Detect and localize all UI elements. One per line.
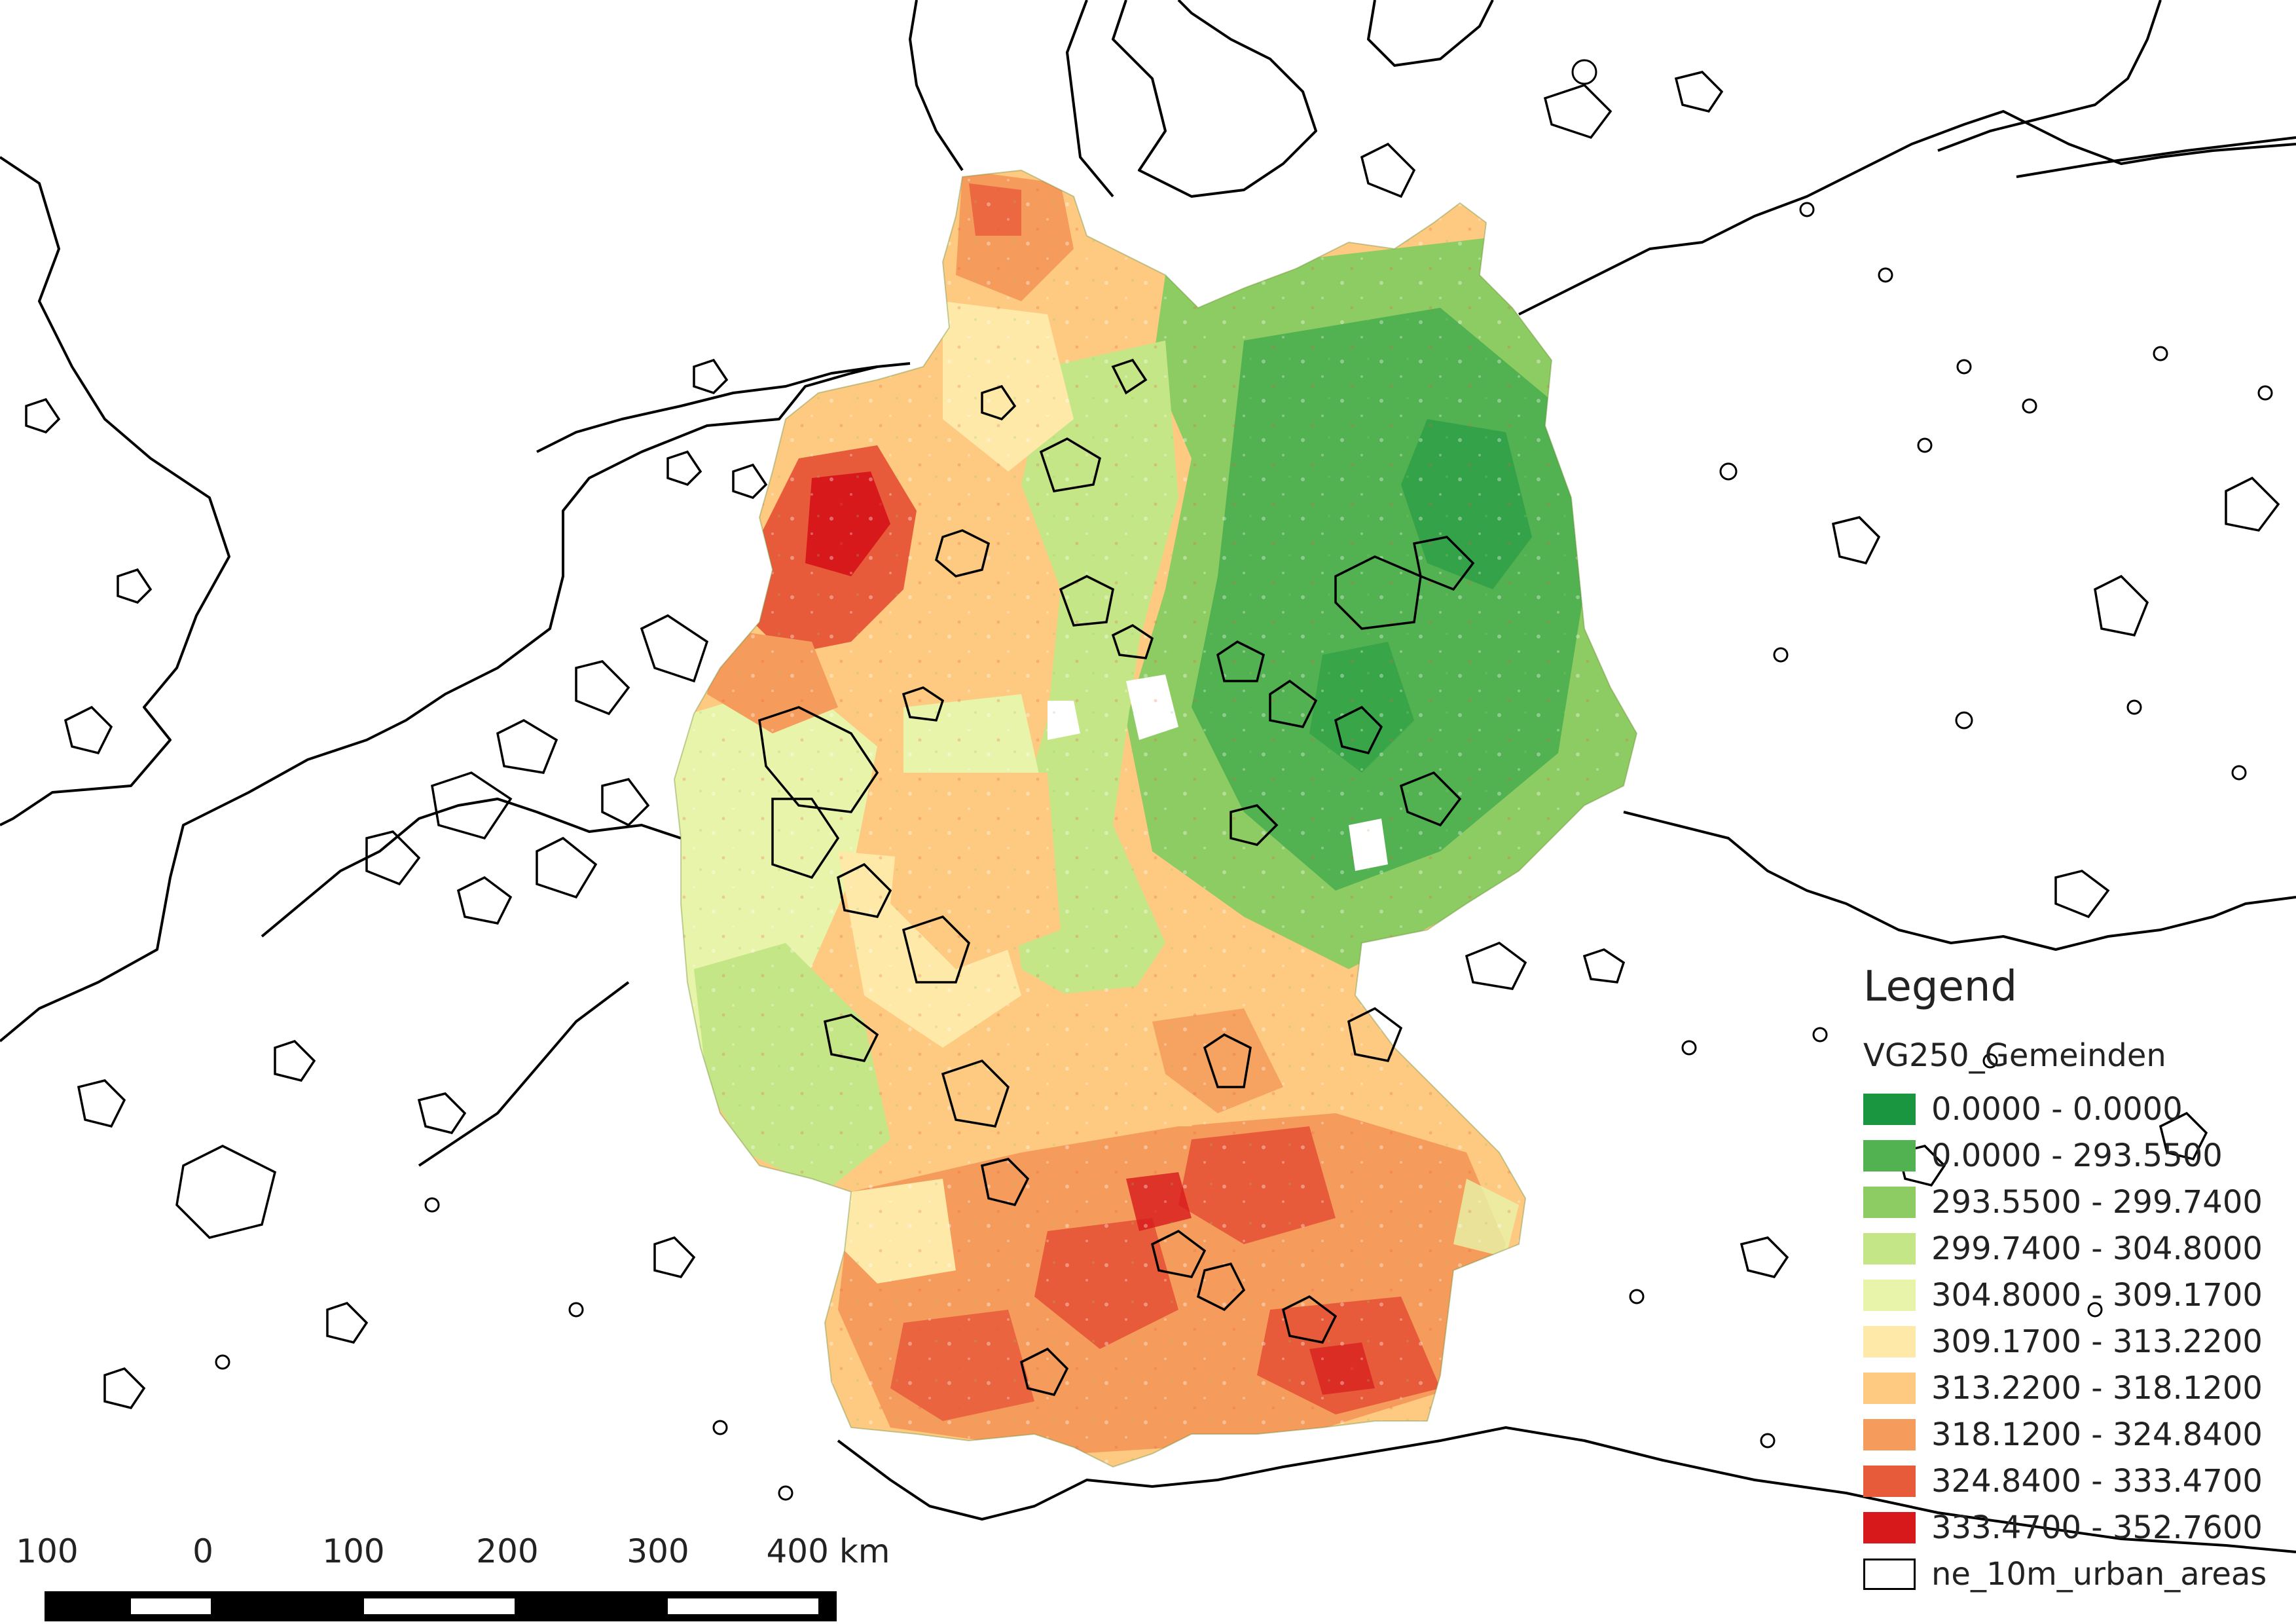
great-britain-outline xyxy=(0,156,230,826)
alpine-border xyxy=(837,1426,2296,1553)
coastline-outlines xyxy=(0,0,2296,1553)
legend-item: 304.8000 - 309.1700 xyxy=(1863,1272,2291,1318)
zealand-outline xyxy=(1367,0,1494,67)
map-legend: Legend VG250_Gemeinden 0.0000 - 0.0000 0.… xyxy=(1853,963,2291,1597)
scale-bar: 100 0 100 200 300 400 km xyxy=(13,1532,890,1624)
legend-swatch xyxy=(1863,1279,1916,1311)
legend-swatch xyxy=(1863,1325,1916,1357)
legend-label: 304.8000 - 309.1700 xyxy=(1931,1276,2263,1314)
frisian-islands xyxy=(536,362,911,453)
legend-swatch xyxy=(1863,1511,1916,1543)
czech-border xyxy=(1623,811,2296,951)
legend-label: ne_10m_urban_areas xyxy=(1931,1555,2267,1593)
sweden-outline xyxy=(1937,0,2162,152)
scale-bar-label: 300 xyxy=(627,1532,689,1570)
legend-label: 333.4700 - 352.7600 xyxy=(1931,1509,2263,1546)
legend-swatch xyxy=(1863,1418,1916,1450)
legend-swatch xyxy=(1863,1186,1916,1218)
urban-area-outlines xyxy=(25,71,2280,1409)
legend-swatch xyxy=(1863,1465,1916,1497)
legend-label: 324.8400 - 333.4700 xyxy=(1931,1462,2263,1500)
scale-bar-segment xyxy=(364,1598,515,1614)
legend-label: 0.0000 - 293.5500 xyxy=(1931,1137,2223,1174)
scale-bar-segment xyxy=(131,1598,211,1614)
germany-choropleth xyxy=(674,170,1637,1467)
border-baltic xyxy=(2016,136,2296,178)
legend-swatch-outline xyxy=(1863,1558,1916,1590)
legend-items: 0.0000 - 0.0000 0.0000 - 293.5500 293.5500… xyxy=(1853,1086,2291,1551)
scale-bar-label: 100 xyxy=(16,1532,79,1570)
danish-islands xyxy=(1112,0,1317,198)
scale-bar-label: 400 km xyxy=(766,1532,890,1570)
legend-label: 299.7400 - 304.8000 xyxy=(1931,1230,2263,1267)
legend-layer-name: VG250_Gemeinden xyxy=(1863,1037,2166,1074)
legend-label: 293.5500 - 299.7400 xyxy=(1931,1183,2263,1221)
legend-item: 0.0000 - 0.0000 xyxy=(1863,1086,2291,1132)
scale-bar-label: 100 xyxy=(322,1532,385,1570)
legend-item: 0.0000 - 293.5500 xyxy=(1863,1132,2291,1179)
legend-label: 318.1200 - 324.8400 xyxy=(1931,1416,2263,1453)
legend-swatch xyxy=(1863,1093,1916,1125)
legend-item: 318.1200 - 324.8400 xyxy=(1863,1411,2291,1458)
legend-title: Legend xyxy=(1863,963,2018,1011)
legend-swatch xyxy=(1863,1232,1916,1264)
legend-swatch xyxy=(1863,1372,1916,1404)
legend-item: 309.1700 - 313.2200 xyxy=(1863,1318,2291,1365)
legend-item: 324.8400 - 333.4700 xyxy=(1863,1458,2291,1504)
poland-coast xyxy=(1518,110,2296,316)
france-border xyxy=(261,798,682,938)
legend-label: 309.1700 - 313.2200 xyxy=(1931,1323,2263,1360)
legend-item: 333.4700 - 352.7600 xyxy=(1863,1504,2291,1551)
legend-item: 293.5500 - 299.7400 xyxy=(1863,1179,2291,1225)
legend-item: 299.7400 - 304.8000 xyxy=(1863,1225,2291,1272)
inner-division xyxy=(418,981,630,1167)
scale-bar-segment xyxy=(668,1598,818,1614)
legend-swatch xyxy=(1863,1139,1916,1172)
legend-label: 0.0000 - 0.0000 xyxy=(1931,1090,2183,1128)
jutland-outline xyxy=(909,0,1114,198)
legend-item: 313.2200 - 318.1200 xyxy=(1863,1365,2291,1411)
scale-bar-label: 0 xyxy=(192,1532,213,1570)
continental-coastline xyxy=(0,365,878,1043)
legend-item-urban-areas: ne_10m_urban_areas xyxy=(1863,1551,2291,1597)
legend-label: 313.2200 - 318.1200 xyxy=(1931,1369,2263,1407)
scale-bar-label: 200 xyxy=(476,1532,539,1570)
